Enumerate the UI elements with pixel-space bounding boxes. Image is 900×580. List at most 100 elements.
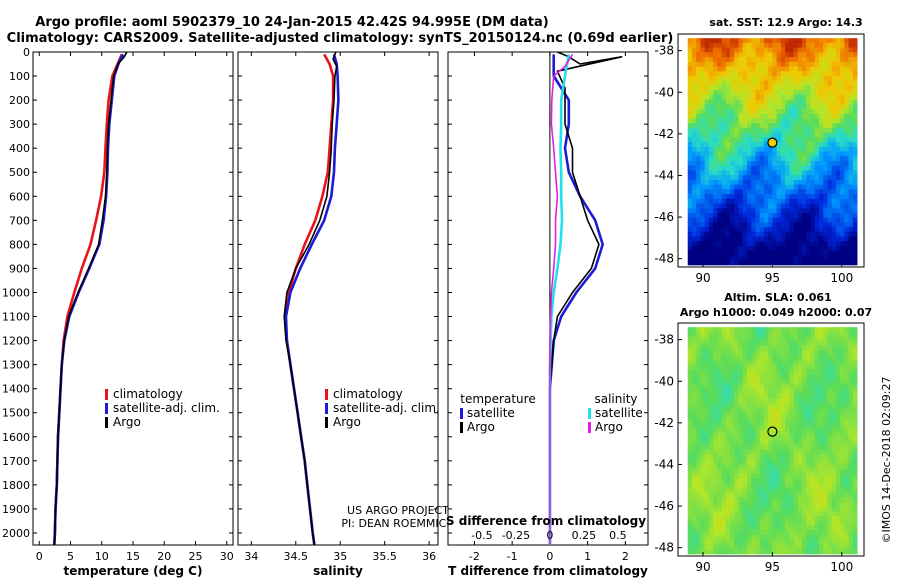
difference-profile-plot: -2 -1 0 1 2T difference from climatology temp… — [446, 51, 649, 578]
sst-map: 90 95 100 -38 -40 -42 -44 -46 -48 — [654, 33, 865, 285]
depth-tick-label-2: 200 — [9, 94, 30, 107]
map-sla-y-tick-label-4: -46 — [654, 499, 674, 513]
difference-series-3 — [549, 53, 574, 545]
temperature-legend-label-2: Argo — [113, 415, 141, 429]
difference-legend-swatch-left-0 — [460, 408, 463, 419]
difference-series-2 — [548, 54, 571, 545]
depth-tick-label-17: 1700 — [2, 455, 30, 468]
map-sla-x-tick-label-0: 90 — [695, 560, 710, 574]
depth-tick-label-11: 1100 — [2, 311, 30, 324]
difference-secondary-tick-label-3: 0.25 — [572, 529, 597, 542]
salinity-series-2 — [283, 51, 338, 546]
salinity-legend-swatch-1 — [325, 403, 328, 414]
salinity-x-tick-label-3: 35.5 — [372, 550, 397, 563]
depth-tick-label-13: 1300 — [2, 359, 30, 372]
salinity-legend-label-1: satellite-adj. clim. — [333, 401, 440, 415]
map-sla-y-tick-label-1: -40 — [654, 374, 674, 388]
depth-tick-label-19: 1900 — [2, 503, 30, 516]
map-sla-cells — [687, 327, 858, 555]
imos-footer: ©IMOS 14-Dec-2018 02:09:27 — [880, 377, 893, 544]
map-sla-y-tick-label-5: -48 — [654, 541, 674, 555]
temperature-x-tick-label-2: 10 — [95, 550, 109, 563]
depth-tick-label-1: 100 — [9, 70, 30, 83]
salinity-x-tick-label-1: 34.5 — [284, 550, 309, 563]
depth-tick-label-14: 1400 — [2, 383, 30, 396]
temperature-legend-swatch-2 — [105, 417, 108, 428]
map-sst-y-tick-label-0: -38 — [654, 44, 674, 58]
map-sst-y-tick-label-1: -40 — [654, 85, 674, 99]
depth-tick-label-16: 1600 — [2, 431, 30, 444]
salinity-x-tick-label-0: 34 — [244, 550, 258, 563]
difference-secondary-tick-label-2: 0 — [546, 529, 553, 542]
difference-legend-swatch-right-1 — [588, 422, 591, 433]
salinity-x-tick-label-4: 36 — [422, 550, 436, 563]
difference-xlabel: T difference from climatology — [448, 564, 648, 578]
map-sla-x-tick-label-1: 95 — [765, 560, 780, 574]
temperature-profile-plot: 0100200300400500600700800900100011001200… — [2, 46, 234, 578]
difference-legend-label-left-1: Argo — [467, 420, 495, 434]
map-sla-y-tick-label-0: -38 — [654, 333, 674, 347]
temperature-legend-label-0: climatology — [113, 387, 183, 401]
difference-legend-label-right-0: satellite — [595, 406, 643, 420]
salinity-x-tick-label-2: 35 — [333, 550, 347, 563]
title-line-2: Climatology: CARS2009. Satellite-adjuste… — [7, 31, 674, 46]
map-sst-cells — [687, 38, 858, 266]
difference-x-tick-label-2: 0 — [546, 550, 553, 563]
sla-map: 90 95 100 -38 -40 -42 -44 -46 -48 — [654, 322, 865, 574]
difference-x-tick-label-4: 2 — [622, 550, 629, 563]
difference-secondary-tick-label-4: 0.5 — [609, 529, 627, 542]
temperature-x-tick-label-4: 20 — [157, 550, 171, 563]
temperature-x-tick-label-1: 5 — [67, 550, 74, 563]
depth-tick-label-4: 400 — [9, 142, 30, 155]
difference-legend-swatch-left-1 — [460, 422, 463, 433]
difference-legend-label-left-0: satellite — [467, 406, 515, 420]
map-sla-y-tick-label-3: -44 — [654, 457, 674, 471]
depth-tick-label-12: 1200 — [2, 335, 30, 348]
difference-x-tick-label-0: -2 — [469, 550, 480, 563]
difference-legend-right-title: salinity — [594, 392, 637, 406]
temperature-x-tick-label-5: 25 — [189, 550, 203, 563]
map-sst-y-tick-label-5: -48 — [654, 252, 674, 266]
difference-legend-label-right-1: Argo — [595, 420, 623, 434]
difference-x-tick-label-3: 1 — [584, 550, 591, 563]
temperature-x-tick-label-3: 15 — [126, 550, 140, 563]
map-sst-argo-marker — [767, 137, 778, 148]
salinity-legend-swatch-2 — [325, 417, 328, 428]
difference-frame — [447, 51, 649, 546]
depth-tick-label-15: 1500 — [2, 407, 30, 420]
sla-map-title: Altim. SLA: 0.061 — [724, 291, 831, 304]
difference-secondary-tick-label-1: -0.25 — [502, 529, 530, 542]
difference-legend-left-title: temperature — [460, 392, 535, 406]
map-sla-x-tick-label-2: 100 — [830, 560, 853, 574]
map-sst-y-tick-label-3: -44 — [654, 168, 674, 182]
difference-x-tick-label-1: -1 — [507, 550, 518, 563]
map-sst-y-tick-label-2: -42 — [654, 127, 674, 141]
salinity-annotation-1: PI: DEAN ROEMMICH — [341, 517, 454, 530]
map-sst-x-tick-label-2: 100 — [830, 271, 853, 285]
map-sst-x-tick-label-1: 95 — [765, 271, 780, 285]
map-sst-y-tick-label-4: -46 — [654, 210, 674, 224]
depth-tick-label-20: 2000 — [2, 527, 30, 540]
temperature-series-2 — [53, 51, 128, 546]
depth-tick-label-0: 0 — [23, 46, 30, 59]
difference-secondary-xlabel: S difference from climatology — [446, 514, 646, 528]
temperature-x-tick-label-6: 30 — [220, 550, 234, 563]
salinity-legend-label-2: Argo — [333, 415, 361, 429]
salinity-frame — [237, 51, 439, 546]
depth-tick-label-10: 1000 — [2, 286, 30, 299]
depth-tick-label-3: 300 — [9, 118, 30, 131]
temperature-legend-swatch-0 — [105, 389, 108, 400]
temperature-frame — [32, 51, 234, 546]
depth-tick-label-6: 600 — [9, 190, 30, 203]
depth-tick-label-9: 900 — [9, 262, 30, 275]
difference-secondary-tick-label-0: -0.5 — [471, 529, 492, 542]
map-sla-y-tick-label-2: -42 — [654, 416, 674, 430]
map-sla-argo-marker — [767, 426, 778, 437]
temperature-legend-label-1: satellite-adj. clim. — [113, 401, 220, 415]
sla-map-subtitle: Argo h1000: 0.049 h2000: 0.07 — [680, 306, 872, 319]
map-sst-x-tick-label-0: 90 — [695, 271, 710, 285]
title-line-1: Argo profile: aoml 5902379_10 24-Jan-201… — [35, 15, 548, 30]
temperature-xlabel: temperature (deg C) — [64, 564, 203, 578]
salinity-legend-swatch-0 — [325, 389, 328, 400]
